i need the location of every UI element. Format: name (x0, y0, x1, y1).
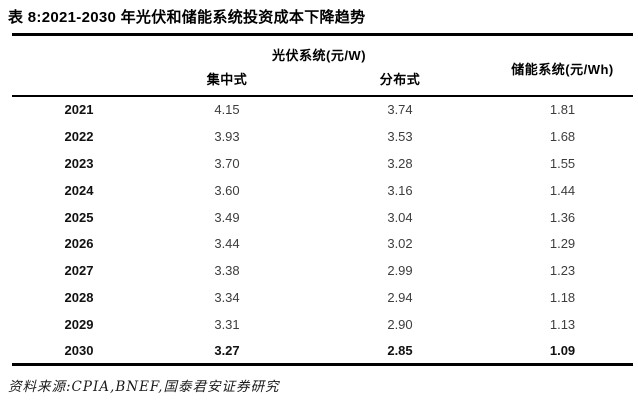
storage-cell: 1.29 (549, 236, 576, 252)
centralized-cell: 3.44 (214, 236, 240, 252)
distributed-cell: 3.16 (387, 182, 413, 198)
distributed-cell: 2.99 (387, 263, 413, 279)
header-row-sub: 集中式 分布式 (12, 67, 633, 96)
distributed-cell: 3.74 (387, 102, 413, 118)
centralized-cell: 3.34 (214, 290, 240, 306)
header-storage-system: 储能系统(元/Wh) (511, 62, 614, 77)
table-title: 表 8:2021-2030 年光伏和储能系统投资成本下降趋势 (8, 9, 366, 26)
header-pv-group: 光伏系统(元/W) (271, 48, 367, 63)
table-row: 2026 3.44 3.02 1.29 (12, 230, 633, 257)
distributed-cell: 2.90 (387, 317, 413, 333)
table-row: 2028 3.34 2.94 1.18 (12, 284, 633, 311)
table-row: 2025 3.49 3.04 1.36 (12, 204, 633, 231)
data-source-note: 资料来源:CPIA,BNEF,国泰君安证券研究 (8, 379, 280, 396)
year-cell: 2027 (64, 263, 94, 279)
table-row: 2027 3.38 2.99 1.23 (12, 257, 633, 284)
storage-cell: 1.13 (549, 317, 576, 333)
centralized-cell: 3.31 (214, 317, 240, 333)
cost-trend-table: 光伏系统(元/W) 储能系统(元/Wh) 集中式 分布式 2021 4.15 3… (12, 36, 634, 366)
storage-cell: 1.81 (549, 102, 576, 118)
year-cell: 2025 (64, 209, 94, 225)
distributed-cell: 3.02 (387, 236, 413, 252)
storage-cell: 1.23 (549, 263, 576, 279)
table-header: 光伏系统(元/W) 储能系统(元/Wh) 集中式 分布式 (12, 36, 634, 96)
centralized-cell: 3.60 (214, 182, 240, 198)
year-cell: 2026 (64, 236, 94, 252)
year-cell: 2023 (64, 155, 94, 171)
storage-cell: 1.55 (549, 155, 576, 171)
storage-cell: 1.44 (549, 182, 576, 198)
table-body: 2021 4.15 3.74 1.81 2022 3.93 3.53 1.68 … (12, 96, 634, 365)
year-cell: 2029 (64, 317, 94, 333)
year-cell: 2024 (64, 182, 94, 198)
storage-cell: 1.18 (549, 290, 576, 306)
centralized-cell: 3.70 (214, 155, 240, 171)
table-row: 2030 3.27 2.85 1.09 (12, 338, 633, 365)
centralized-cell: 4.15 (214, 102, 240, 118)
distributed-cell: 3.04 (387, 209, 413, 225)
header-row-group: 光伏系统(元/W) 储能系统(元/Wh) (12, 36, 633, 77)
year-cell: 2028 (64, 290, 94, 306)
title-divider (12, 33, 633, 36)
table-row: 2029 3.31 2.90 1.13 (12, 311, 633, 338)
table-row: 2023 3.70 3.28 1.55 (12, 150, 633, 177)
storage-cell: 1.36 (549, 209, 576, 225)
centralized-cell: 3.49 (214, 209, 240, 225)
storage-cell: 1.68 (549, 128, 576, 144)
distributed-cell: 3.28 (387, 155, 413, 171)
centralized-cell: 3.38 (214, 263, 240, 279)
table-row: 2021 4.15 3.74 1.81 (12, 96, 633, 123)
header-distributed: 分布式 (379, 71, 421, 87)
storage-cell: 1.09 (549, 343, 576, 359)
year-cell: 2021 (64, 102, 94, 118)
table-row: 2024 3.60 3.16 1.44 (12, 177, 633, 204)
centralized-cell: 3.93 (214, 128, 240, 144)
centralized-cell: 3.27 (214, 343, 240, 359)
distributed-cell: 2.85 (387, 343, 413, 359)
distributed-cell: 2.94 (387, 290, 413, 306)
table-row: 2022 3.93 3.53 1.68 (12, 123, 633, 150)
year-cell: 2022 (64, 128, 94, 144)
distributed-cell: 3.53 (387, 128, 413, 144)
header-centralized: 集中式 (206, 71, 248, 87)
header-empty-cell (12, 36, 146, 67)
year-cell: 2030 (64, 343, 94, 359)
header-empty-cell (12, 67, 146, 96)
